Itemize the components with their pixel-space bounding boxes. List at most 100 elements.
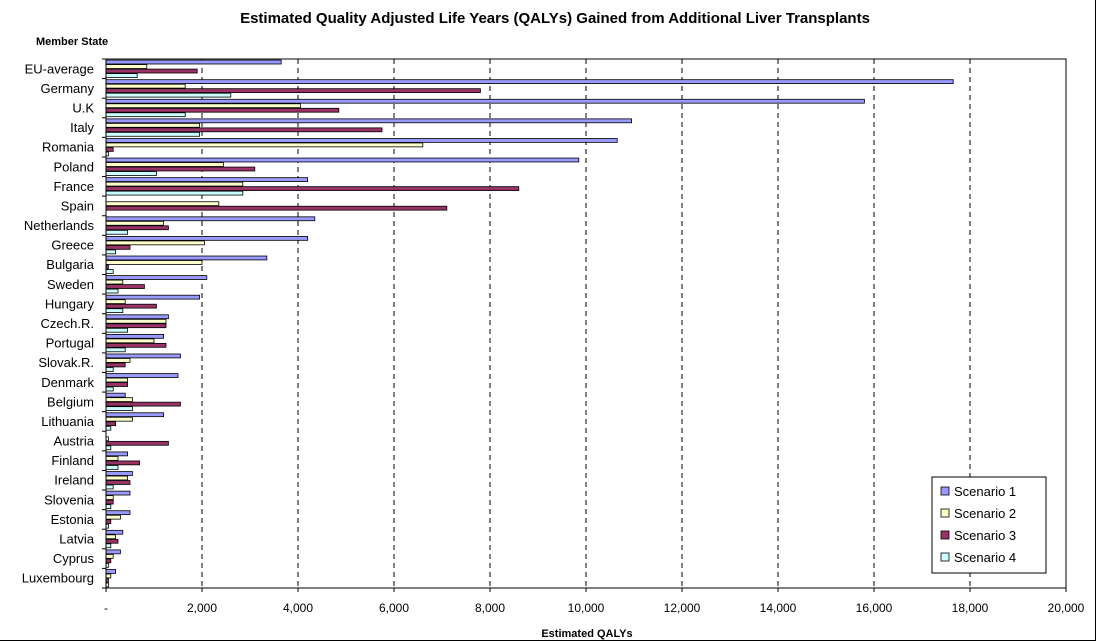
x-tick-label: 14,000	[760, 601, 797, 615]
bar-scenario-2	[105, 338, 155, 344]
x-axis-title: Estimated QALYs	[541, 628, 632, 640]
bar-scenario-2	[105, 240, 205, 246]
bar-scenario-3	[105, 166, 256, 172]
bar-scenario-1	[105, 549, 121, 555]
bar-scenario-1	[105, 373, 179, 378]
x-tick-label: 16,000	[856, 601, 893, 615]
bar-scenario-3	[105, 558, 112, 564]
category-label: Poland	[54, 159, 94, 174]
bar-scenario-4	[105, 465, 119, 470]
category-label: Ireland	[54, 473, 94, 488]
x-tick-label: 12,000	[664, 601, 701, 615]
category-label: Germany	[41, 81, 95, 96]
bar-scenario-3	[105, 303, 157, 309]
bar-scenario-4	[105, 543, 112, 549]
category-label: Italy	[70, 120, 94, 135]
bar-scenario-2	[105, 83, 186, 89]
x-tick-label: 6,000	[379, 601, 409, 615]
legend-label: Scenario 2	[954, 506, 1016, 521]
plot-border-group	[102, 58, 1067, 592]
bars	[105, 59, 954, 588]
category-label: Romania	[42, 140, 95, 155]
bar-scenario-4	[105, 73, 138, 78]
bar-scenario-4	[105, 347, 126, 353]
bar-scenario-1	[105, 294, 200, 300]
bar-scenario-2	[105, 103, 301, 109]
category-label: EU-average	[25, 61, 94, 76]
bar-scenario-3	[105, 68, 198, 74]
bar-scenario-3	[105, 284, 145, 289]
bar-scenario-1	[105, 314, 169, 320]
bar-scenario-1	[105, 98, 865, 104]
category-label: Latvia	[59, 532, 94, 547]
legend: Scenario 1 Scenario 2 Scenario 3 Scenario 4	[931, 476, 1047, 574]
bar-scenario-4	[105, 171, 157, 176]
bar-scenario-4	[105, 269, 114, 274]
bar-scenario-1	[105, 59, 282, 65]
category-label: Estonia	[51, 512, 95, 527]
bar-scenario-1	[105, 392, 126, 398]
bar-scenario-2	[105, 475, 129, 481]
bar-scenario-4	[105, 190, 244, 196]
legend-swatch	[940, 552, 950, 562]
bar-scenario-2	[105, 201, 220, 207]
legend-box	[931, 476, 1047, 574]
bar-scenario-2	[105, 377, 129, 383]
bar-scenario-1	[105, 118, 632, 124]
x-tick-label: 10,000	[568, 601, 605, 615]
category-label: U.K	[72, 100, 94, 115]
bar-scenario-1	[105, 236, 309, 241]
bar-scenario-2	[105, 495, 114, 500]
bar-scenario-1	[105, 333, 164, 339]
bar-scenario-2	[105, 416, 133, 422]
bar-scenario-2	[105, 299, 126, 305]
category-label: Spain	[61, 198, 94, 213]
bar-scenario-3	[105, 362, 126, 368]
bar-scenario-2	[105, 260, 203, 265]
category-label: Slovenia	[44, 492, 95, 507]
bar-scenario-3	[105, 421, 116, 427]
x-tick-label: 4,000	[283, 601, 313, 615]
category-label: Sweden	[47, 277, 94, 292]
bar-scenario-3	[105, 147, 114, 152]
bar-scenario-2	[105, 64, 148, 69]
legend-swatch	[940, 486, 950, 496]
category-label: France	[54, 179, 94, 194]
bar-scenario-4	[105, 425, 112, 431]
bar-scenario-3	[105, 460, 140, 466]
bar-scenario-1	[105, 529, 124, 535]
bar-scenario-1	[105, 138, 618, 143]
bar-scenario-2	[105, 220, 164, 226]
bar-scenario-3	[105, 225, 169, 231]
bar-scenario-3	[105, 127, 383, 133]
bar-scenario-1	[105, 471, 133, 476]
bar-scenario-1	[105, 216, 316, 222]
category-label: Denmark	[41, 375, 94, 390]
bar-scenario-2	[105, 181, 244, 187]
bar-scenario-2	[105, 122, 200, 128]
category-label: Netherlands	[24, 218, 95, 233]
category-label: Slovak.R.	[38, 355, 94, 370]
bar-scenario-1	[105, 255, 268, 261]
category-labels: EU-average Germany U.K Italy Romania Poland Fr…	[22, 61, 95, 585]
bar-scenario-4	[105, 504, 112, 509]
bar-scenario-1	[105, 510, 131, 516]
bar-scenario-2	[105, 279, 124, 285]
bar-scenario-2	[105, 573, 112, 579]
bar-scenario-4	[105, 288, 119, 294]
bar-scenario-2	[105, 514, 121, 520]
x-tick-label: 8,000	[475, 601, 505, 615]
gridlines	[201, 59, 971, 588]
bar-scenario-2	[105, 554, 114, 559]
bar-scenario-3	[105, 107, 340, 113]
bar-scenario-4	[105, 386, 114, 392]
category-label: Portugal	[46, 336, 95, 351]
x-tick-label: 20,000	[1048, 601, 1085, 615]
y-axis-title: Member State	[36, 36, 108, 48]
category-label: Austria	[54, 434, 95, 449]
bar-scenario-3	[105, 440, 169, 446]
bar-scenario-1	[105, 157, 580, 163]
bar-scenario-1	[105, 177, 309, 182]
